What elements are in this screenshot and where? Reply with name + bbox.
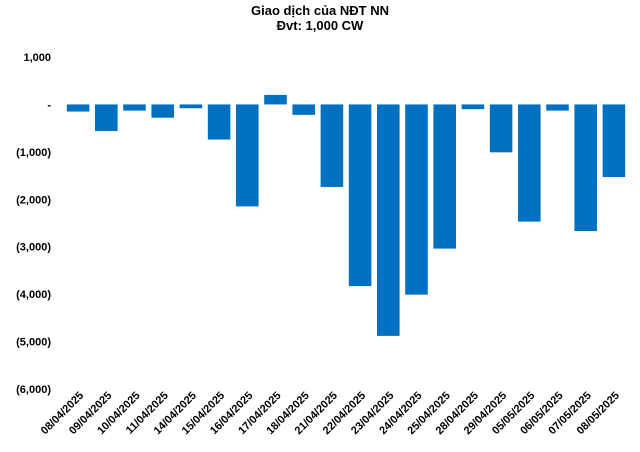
bar (433, 104, 456, 249)
y-tick-label: (4,000) (16, 289, 51, 301)
bar (264, 94, 287, 105)
y-tick-label: (1,000) (16, 147, 51, 159)
y-tick-label: 1,000 (23, 52, 51, 64)
bar (66, 104, 90, 112)
x-axis: 08/04/202509/04/202510/04/202511/04/2025… (39, 390, 622, 437)
bar (292, 104, 315, 115)
bar (546, 104, 569, 111)
bar (179, 104, 203, 109)
bar (518, 104, 541, 222)
bars (66, 94, 626, 336)
bar (151, 104, 174, 118)
bar (123, 104, 146, 111)
bar (461, 104, 485, 110)
y-tick-label: (5,000) (16, 337, 51, 349)
bar (489, 104, 513, 153)
y-axis: 1,000 - (1,000) (2,000) (3,000) (4,000) (5,000… (16, 52, 51, 396)
bar (207, 104, 231, 140)
bar (405, 104, 428, 295)
chart-title: Giao dịch của NĐT NN (251, 3, 389, 18)
y-tick-label: (6,000) (16, 384, 51, 396)
bar (602, 104, 626, 177)
y-tick-label: - (47, 99, 51, 111)
bar (377, 104, 400, 336)
bar (95, 104, 118, 131)
bar (574, 104, 597, 232)
y-tick-label: (3,000) (16, 242, 51, 254)
bar (320, 104, 344, 187)
bar (348, 104, 372, 287)
y-tick-label: (2,000) (16, 194, 51, 206)
bar (236, 104, 259, 207)
chart-subtitle: Đvt: 1,000 CW (276, 18, 364, 33)
